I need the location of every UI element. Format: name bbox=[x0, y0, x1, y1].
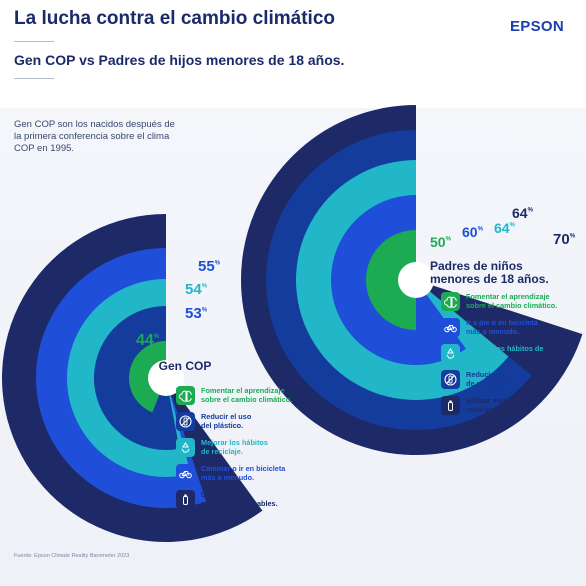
value-label: 64% bbox=[512, 205, 534, 221]
chart-center bbox=[398, 262, 434, 298]
legend-label: Reducir el uso de plásticos. bbox=[466, 370, 517, 388]
legend-label: Ir a pie o en bicicleta más a menudo. bbox=[466, 318, 538, 336]
page-subtitle: Gen COP vs Padres de hijos menores de 18… bbox=[14, 52, 345, 68]
source-note: Fuente: Epson Climate Reality Barometer … bbox=[14, 553, 130, 559]
legend-item: Fomentar el aprendizaje sobre el cambio … bbox=[441, 292, 576, 311]
subtitle-divider bbox=[14, 78, 54, 79]
title-divider bbox=[14, 41, 54, 42]
legend-label: Mejorar los hábitos de reciclaje. bbox=[201, 438, 268, 456]
value-label: 55% bbox=[198, 258, 221, 275]
epson-logo: EPSON bbox=[509, 18, 564, 35]
chart-title: Padres de niños bbox=[430, 259, 523, 273]
legend-label: Caminar o ir en bicicleta más a menudo. bbox=[201, 464, 286, 482]
brain-icon bbox=[441, 292, 460, 311]
bicycle-icon bbox=[441, 318, 460, 337]
brain-icon bbox=[176, 386, 195, 405]
legend-label: Utilizar más artículos reutilizables. bbox=[201, 490, 278, 508]
reusable-bottle-icon bbox=[176, 490, 195, 509]
legend-item: Mejorar los hábitos de reciclaje. bbox=[176, 438, 311, 457]
ring-1 bbox=[129, 341, 166, 413]
legend-item: Reducir el uso de plásticos. bbox=[441, 370, 576, 389]
legend-item: Utilizar más artículos reutilizables. bbox=[441, 396, 576, 415]
no-plastic-icon bbox=[441, 370, 460, 389]
ring-1 bbox=[366, 230, 416, 330]
gen-cop-note: Gen COP son los nacidos después de la pr… bbox=[14, 119, 175, 154]
value-label: 70% bbox=[553, 231, 576, 248]
legend-label: Fomentar el aprendizaje sobre el cambio … bbox=[201, 386, 293, 404]
value-label: 50% bbox=[430, 234, 452, 250]
legend-label: Mejorar los hábitos de reciclaje. bbox=[466, 344, 544, 362]
legend-item: Mejorar los hábitos de reciclaje. bbox=[441, 344, 576, 363]
recycle-icon bbox=[441, 344, 460, 363]
value-label: 60% bbox=[462, 224, 484, 240]
chart-title: Gen COP bbox=[159, 359, 212, 373]
legend-item: Fomentar el aprendizaje sobre el cambio … bbox=[176, 386, 311, 405]
no-plastic-icon bbox=[176, 412, 195, 431]
recycle-icon bbox=[176, 438, 195, 457]
bicycle-icon bbox=[176, 464, 195, 483]
legend-item: Reducir el uso del plástico. bbox=[176, 412, 311, 431]
page-title: La lucha contra el cambio climático bbox=[14, 8, 335, 29]
legend-label: Reducir el uso del plástico. bbox=[201, 412, 252, 430]
value-label: 53% bbox=[185, 305, 208, 322]
legend-item: Caminar o ir en bicicleta más a menudo. bbox=[176, 464, 311, 483]
legend-item: Ir a pie o en bicicleta más a menudo. bbox=[441, 318, 576, 337]
legend-item: Utilizar más artículos reutilizables. bbox=[176, 490, 311, 509]
value-label: 64% bbox=[494, 220, 516, 236]
legend-label: Fomentar el aprendizaje sobre el cambio … bbox=[466, 292, 558, 310]
header-band bbox=[0, 0, 586, 108]
chart-title: menores de 18 años. bbox=[430, 272, 549, 286]
value-label: 54% bbox=[185, 281, 208, 298]
chart-center bbox=[148, 360, 184, 396]
reusable-bottle-icon bbox=[441, 396, 460, 415]
legend-label: Utilizar más artículos reutilizables. bbox=[466, 396, 540, 414]
